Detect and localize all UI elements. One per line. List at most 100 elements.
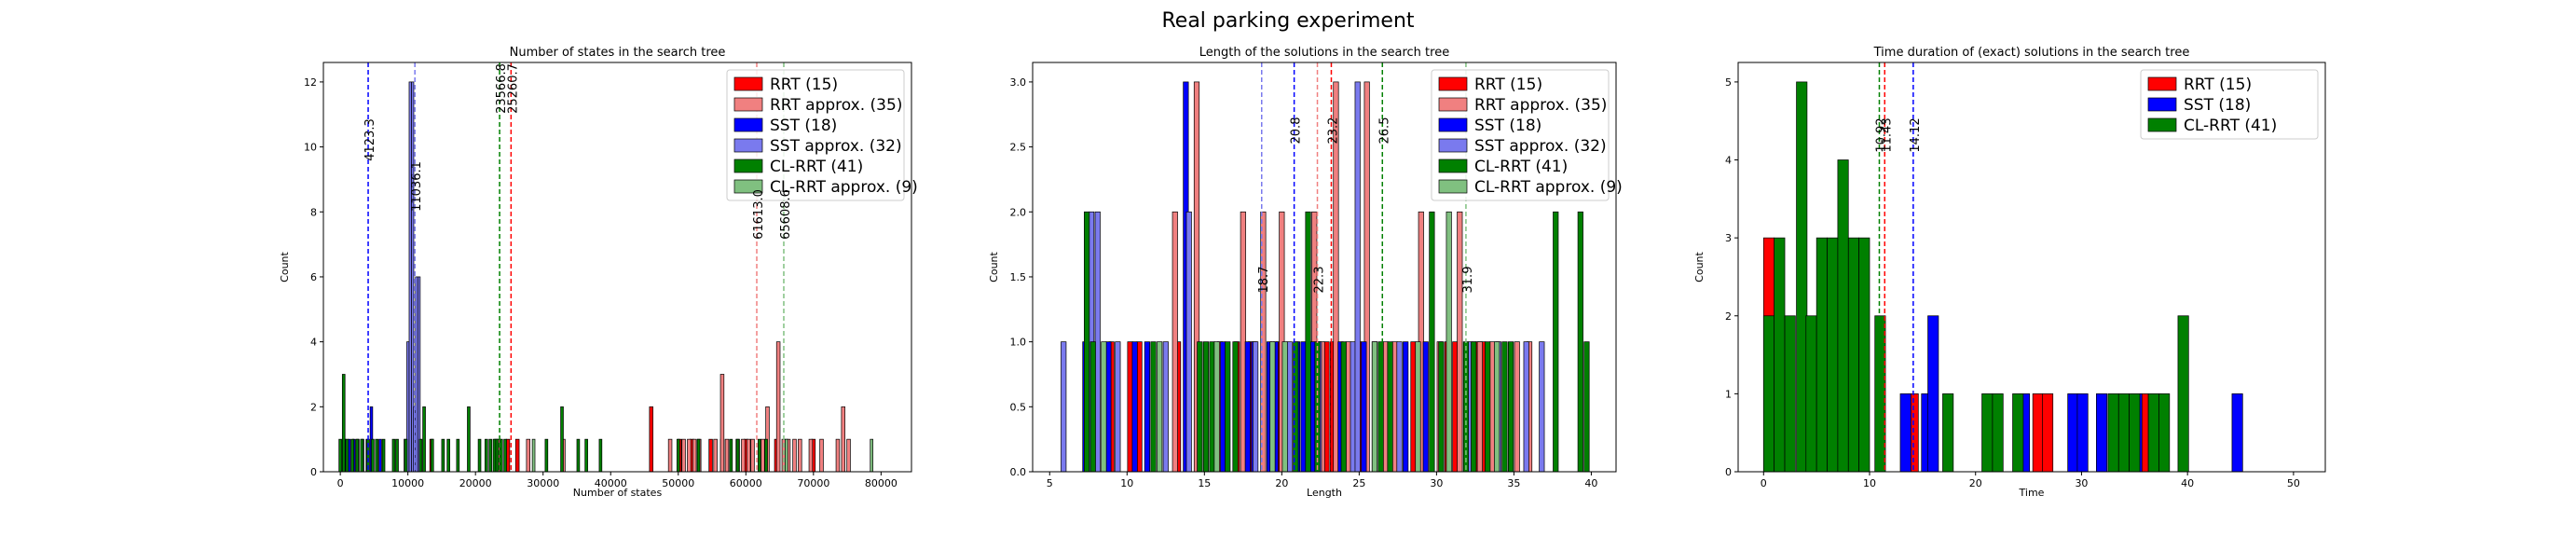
y-tick-label: 2 bbox=[1725, 310, 1732, 323]
panel-title: Time duration of (exact) solutions in th… bbox=[1873, 46, 2190, 60]
bar bbox=[1084, 211, 1090, 473]
bar bbox=[1471, 341, 1477, 473]
bar bbox=[422, 406, 426, 473]
bar bbox=[1816, 237, 1828, 473]
bar bbox=[456, 438, 460, 473]
bar bbox=[798, 438, 802, 473]
x-axis-label: Length bbox=[1307, 487, 1342, 499]
bar bbox=[1992, 393, 2004, 473]
bar bbox=[819, 438, 824, 473]
bar bbox=[750, 438, 755, 473]
bar bbox=[408, 81, 412, 473]
bar bbox=[1774, 237, 1786, 473]
x-tick-label: 30 bbox=[1430, 477, 1443, 489]
x-tick-label: 30 bbox=[2075, 477, 2088, 489]
mean-value-label: 61613.0 bbox=[752, 189, 766, 240]
bar bbox=[1197, 341, 1203, 473]
bar bbox=[514, 438, 520, 473]
bar bbox=[526, 438, 530, 473]
x-tick-label: 10 bbox=[1120, 477, 1133, 489]
bar bbox=[1507, 341, 1514, 473]
legend-swatch bbox=[1438, 97, 1468, 112]
legend-label: RRT (15) bbox=[770, 76, 838, 94]
bar bbox=[598, 438, 603, 473]
bar bbox=[1553, 211, 1559, 473]
bar bbox=[1523, 341, 1529, 473]
bar bbox=[1457, 211, 1463, 473]
mean-value-label: 22.3 bbox=[1313, 267, 1327, 294]
y-tick-label: 0.0 bbox=[1010, 466, 1027, 478]
mean-value-label: 4123.3 bbox=[363, 118, 377, 161]
x-tick-label: 5 bbox=[1047, 477, 1053, 489]
mean-value-label: 23566.8 bbox=[495, 63, 509, 114]
y-tick-label: 4 bbox=[1725, 155, 1732, 167]
bar bbox=[2129, 393, 2141, 473]
legend-swatch bbox=[733, 76, 763, 91]
legend-label: SST (18) bbox=[770, 117, 837, 135]
bars bbox=[338, 81, 874, 473]
legend-swatch bbox=[733, 158, 763, 173]
bar bbox=[360, 438, 364, 473]
bar bbox=[841, 406, 845, 473]
mean-value-label: 10.92 bbox=[1874, 117, 1888, 152]
bar bbox=[1485, 341, 1491, 473]
legend-label: RRT approx. (35) bbox=[770, 96, 902, 115]
bar bbox=[2096, 393, 2108, 473]
bar bbox=[1172, 211, 1178, 473]
bar bbox=[1827, 237, 1839, 473]
bar bbox=[560, 406, 564, 473]
bar bbox=[371, 438, 375, 473]
legend-label: CL-RRT (41) bbox=[770, 158, 863, 176]
x-tick-label: 50000 bbox=[662, 477, 694, 489]
bar bbox=[1162, 341, 1169, 473]
bar bbox=[2158, 393, 2171, 473]
bar bbox=[746, 438, 751, 473]
bar bbox=[2032, 393, 2044, 473]
bar bbox=[404, 438, 408, 473]
bar bbox=[1927, 315, 1939, 473]
bar bbox=[345, 438, 349, 473]
bar bbox=[1061, 341, 1067, 473]
x-tick-label: 40 bbox=[1584, 477, 1597, 489]
bar bbox=[488, 438, 492, 473]
axes-frame bbox=[322, 62, 912, 473]
x-tick-label: 0 bbox=[1761, 477, 1767, 489]
bar bbox=[1837, 159, 1849, 473]
bar bbox=[2076, 393, 2089, 473]
legend: RRT (15) SST (18) CL-RRT (41) bbox=[2140, 69, 2319, 140]
y-tick-label: 4 bbox=[310, 337, 317, 349]
bar bbox=[1225, 341, 1231, 473]
y-axis-label: Count bbox=[1693, 251, 1706, 282]
legend-box bbox=[726, 69, 905, 201]
x-tick-label: 20000 bbox=[459, 477, 492, 489]
bar bbox=[758, 438, 761, 473]
bar bbox=[2231, 393, 2243, 473]
bar bbox=[1213, 341, 1220, 473]
bar bbox=[492, 438, 497, 473]
bar bbox=[1387, 341, 1393, 473]
bar bbox=[430, 438, 434, 473]
bar bbox=[2117, 393, 2130, 473]
y-tick-label: 2 bbox=[310, 401, 317, 413]
y-tick-label: 1 bbox=[1725, 388, 1732, 400]
legend-swatch bbox=[1438, 158, 1468, 173]
bar bbox=[735, 438, 740, 473]
bar bbox=[1202, 341, 1210, 473]
x-axis-label: Time bbox=[2019, 487, 2045, 499]
legend-box bbox=[1431, 69, 1610, 201]
x-tick-label: 30000 bbox=[527, 477, 559, 489]
mean-value-label: 31.9 bbox=[1461, 267, 1475, 294]
legend-label: SST (18) bbox=[1474, 117, 1541, 135]
legend-label: RRT approx. (35) bbox=[1474, 96, 1607, 115]
bar bbox=[338, 438, 342, 473]
y-tick-label: 0 bbox=[310, 466, 317, 478]
legend-swatch bbox=[733, 179, 763, 194]
bar bbox=[1805, 315, 1817, 473]
axes-frame bbox=[1737, 62, 2326, 473]
ticks: 0 10000 20000 30000 40000 50000 60000 70000 8000… bbox=[304, 76, 897, 489]
bar bbox=[415, 276, 418, 473]
bar bbox=[1874, 315, 1886, 473]
x-tick-label: 70000 bbox=[797, 477, 829, 489]
bar bbox=[1371, 341, 1378, 473]
